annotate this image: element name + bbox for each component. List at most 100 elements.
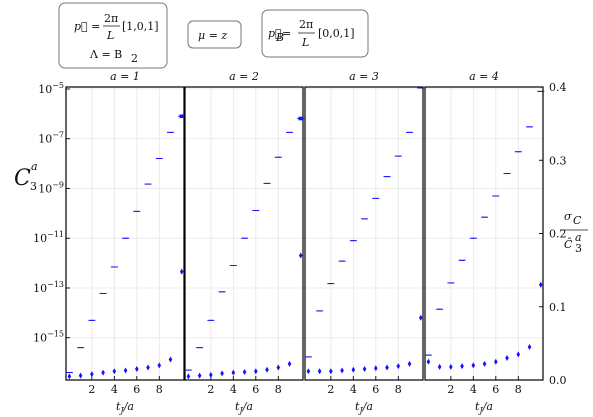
data-point-relative-error: [179, 268, 184, 275]
data-point-relative-error: [135, 366, 139, 373]
y-tick-label-right: 0.3: [549, 154, 567, 167]
data-point-correlator: [242, 237, 247, 239]
y-tick-label-right: 0.1: [549, 301, 567, 314]
x-tick-label: 4: [111, 383, 118, 396]
left-axis-label: C a 3: [14, 160, 38, 193]
data-point-correlator: [384, 176, 390, 178]
x-tick-label: 4: [350, 383, 357, 396]
data-point-correlator: [219, 291, 225, 293]
data-point-correlator: [231, 265, 236, 266]
panel-title: a = 3: [349, 70, 379, 83]
right-axis-label-den: C̄: [564, 238, 573, 251]
x-tick-label: 8: [275, 383, 282, 396]
legend-momentum-vec: [1,0,1]: [122, 20, 159, 33]
data-point-relative-error: [254, 368, 258, 375]
legend-momentum-den: L: [106, 29, 114, 42]
legend-box-mu-frame: [187, 20, 242, 49]
data-point-relative-error: [505, 355, 509, 362]
data-point-correlator: [373, 197, 378, 199]
data-point-correlator: [418, 87, 423, 89]
data-point-relative-error: [306, 368, 311, 375]
data-point-relative-error: [396, 363, 401, 370]
x-tick-label: 4: [470, 383, 477, 396]
data-point-relative-error: [112, 368, 117, 375]
right-axis-label-den-sup: a: [575, 231, 582, 244]
data-point-relative-error: [516, 351, 521, 358]
data-point-correlator: [306, 356, 311, 358]
x-axis-label: tJ/a: [355, 400, 373, 415]
data-point-relative-error: [146, 364, 150, 371]
data-point-correlator: [437, 308, 442, 310]
data-point-correlator: [253, 210, 258, 211]
legend-boost-lhs: p⃗: [268, 27, 282, 40]
panel-frame: [65, 86, 185, 381]
x-tick-label: 2: [327, 383, 334, 396]
data-point-correlator: [339, 260, 345, 262]
data-point-relative-error: [527, 344, 532, 351]
x-tick-label: 8: [395, 383, 402, 396]
data-point-relative-error: [220, 370, 224, 377]
data-point-relative-error: [168, 356, 173, 363]
legend-box-boost-frame: [261, 9, 369, 58]
panel-frame: [304, 86, 424, 381]
data-point-relative-error: [186, 373, 191, 380]
x-tick-label: 6: [372, 383, 379, 396]
data-point-relative-error: [460, 363, 464, 370]
data-point-relative-error: [231, 369, 236, 376]
legend-irrep: Λ = B: [89, 48, 122, 61]
data-point-correlator: [328, 283, 334, 285]
x-tick-label: 8: [156, 383, 163, 396]
legend-box-momentum-frame: [58, 2, 168, 69]
data-point-relative-error: [449, 363, 453, 370]
data-point-correlator: [298, 116, 303, 121]
data-point-relative-error: [471, 362, 476, 369]
data-point-correlator: [471, 237, 476, 239]
data-point-relative-error: [340, 367, 344, 374]
legend-mu: μ = z: [198, 29, 227, 42]
data-point-correlator: [448, 282, 454, 284]
legend-box-mu: μ = z: [187, 20, 242, 49]
panel-title: a = 1: [110, 70, 140, 83]
data-point-correlator: [145, 183, 151, 185]
data-point-relative-error: [287, 360, 292, 367]
y-tick-label-left: 10−15: [33, 330, 64, 345]
data-point-relative-error: [351, 366, 356, 373]
data-point-relative-error: [157, 362, 162, 369]
legend-irrep-sub: 2: [131, 52, 138, 65]
data-point-correlator: [276, 156, 281, 158]
left-axis-ticks: 10−15 10−13 10−11 10−9 10−7 10−5: [33, 81, 70, 345]
data-point-relative-error: [242, 368, 247, 375]
y-tick-label-left: 10−9: [38, 180, 64, 195]
data-point-correlator: [157, 158, 162, 159]
data-point-correlator: [186, 369, 191, 371]
y-tick-label-left: 10−5: [38, 81, 64, 96]
x-axis-label: tJ/a: [475, 400, 493, 415]
x-tick-label: 6: [492, 383, 499, 396]
right-axis-ticks: 0.0 0.1 0.2 0.3 0.4: [539, 81, 567, 387]
data-point-correlator: [134, 210, 139, 212]
data-point-correlator: [459, 259, 465, 261]
data-point-relative-error: [494, 358, 498, 365]
data-point-correlator: [168, 131, 173, 133]
legend-momentum-lhs: p⃗ =: [74, 20, 100, 33]
data-point-relative-error: [78, 372, 83, 379]
y-tick-label-left: 10−11: [33, 230, 64, 245]
data-point-relative-error: [67, 373, 72, 380]
data-point-relative-error: [329, 368, 333, 375]
data-point-relative-error: [437, 363, 442, 370]
data-point-relative-error: [374, 365, 378, 372]
data-point-correlator: [112, 266, 117, 268]
data-point-relative-error: [426, 358, 431, 365]
data-point-correlator: [426, 354, 431, 356]
panel-a1: a = 1 2 4 6 8 tJ/a: [65, 70, 186, 415]
data-point-relative-error: [101, 369, 105, 376]
panel-title: a = 4: [469, 70, 499, 83]
x-tick-label: 6: [133, 383, 140, 396]
data-point-correlator: [527, 126, 532, 128]
x-axis-label: tJ/a: [235, 400, 253, 415]
data-point-correlator: [396, 155, 401, 157]
data-point-correlator: [362, 218, 367, 220]
legend-momentum-num: 2π: [104, 12, 118, 25]
left-axis-label-sup: a: [31, 160, 38, 173]
y-tick-label-right: 0.2: [549, 228, 567, 241]
